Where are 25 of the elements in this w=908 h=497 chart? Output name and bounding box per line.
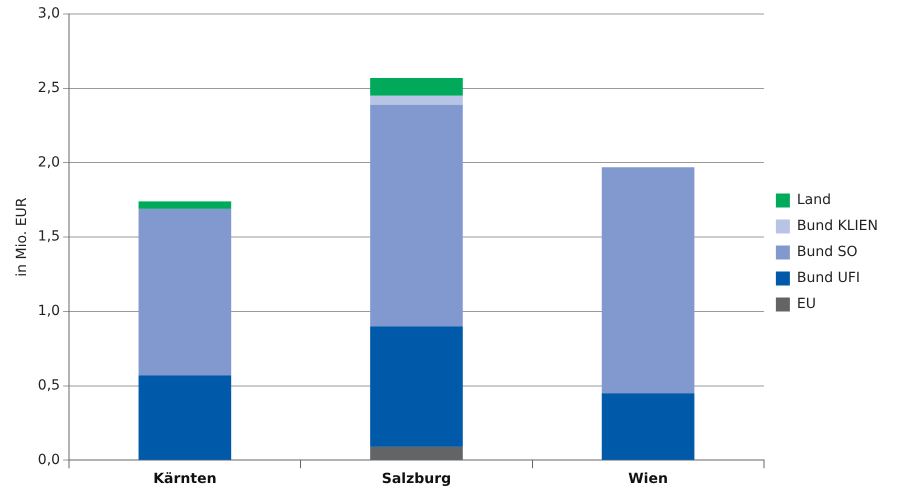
bar [602,393,694,460]
bar [138,375,232,460]
bar [370,326,463,447]
bar [138,201,232,209]
y-axis-title: in Mio. EUR [14,197,30,277]
legend-label: EU [796,296,816,312]
bar [370,104,463,326]
y-tick-label: 1,5 [38,228,60,245]
legend-label: Bund SO [796,244,858,260]
legend-label: Bund UFI [796,270,860,286]
x-tick-label: Salzburg [382,471,452,488]
y-tick-label: 2,5 [38,80,60,96]
x-tick-label: Kärnten [153,471,217,488]
y-tick-label: 3,0 [38,6,60,22]
bar [370,96,463,105]
y-tick-label: 0,5 [38,377,60,394]
y-tick-label: 0,0 [38,452,60,468]
bar [370,78,463,96]
bar [602,167,694,394]
legend-label: Bund KLIEN [796,218,878,234]
y-tick-label: 1,0 [38,303,60,320]
legend-label: Land [796,192,832,208]
y-tick-label: 2,0 [38,154,60,170]
bar [138,208,232,376]
x-tick-label: Wien [628,471,668,488]
